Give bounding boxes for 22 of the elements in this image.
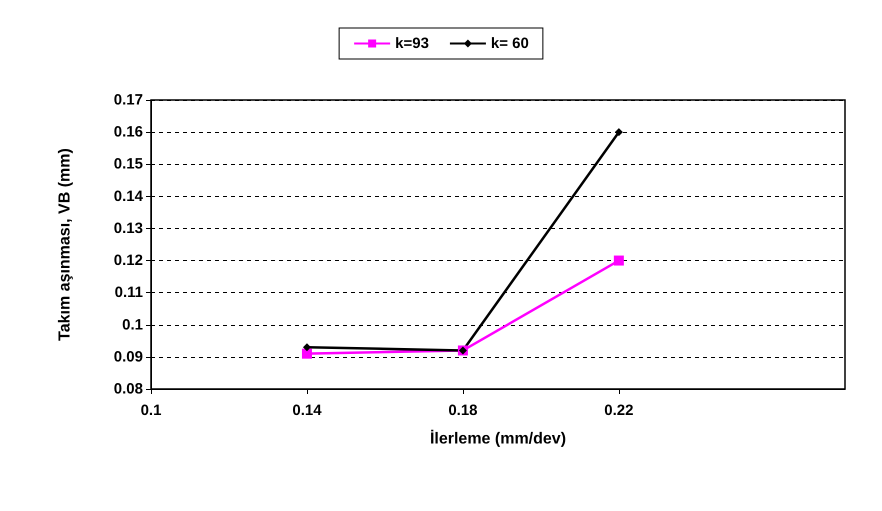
- point: [614, 256, 624, 266]
- legend-label: k=93: [395, 35, 429, 52]
- point: [302, 343, 311, 352]
- point: [614, 128, 623, 136]
- x-tick-label: 0.1: [140, 402, 162, 419]
- y-tick-label: 0.12: [114, 252, 143, 270]
- y-axis-title: Takım aşınması, VB (mm): [56, 148, 74, 341]
- legend-label: k= 60: [490, 35, 529, 52]
- y-tick-label: 0.13: [114, 220, 143, 237]
- x-tick-label: 0.22: [604, 402, 634, 419]
- y-tick-label: 0.09: [114, 348, 143, 366]
- y-tick-label: 0.08: [114, 380, 143, 398]
- point: [302, 348, 312, 359]
- y-tick-label: 0.14: [114, 188, 144, 205]
- y-tick-label: 0.15: [114, 156, 143, 173]
- x-axis-title: İlerleme (mm/dev): [430, 430, 566, 448]
- y-tick-label: 0.1: [122, 316, 143, 334]
- y-tick-label: 0.11: [114, 284, 143, 302]
- y-tick-label: 0.17: [114, 92, 143, 108]
- y-tick-label: 0.16: [114, 124, 143, 141]
- x-tick-label: 0.18: [448, 402, 478, 419]
- x-tick-label: 0.14: [292, 402, 322, 419]
